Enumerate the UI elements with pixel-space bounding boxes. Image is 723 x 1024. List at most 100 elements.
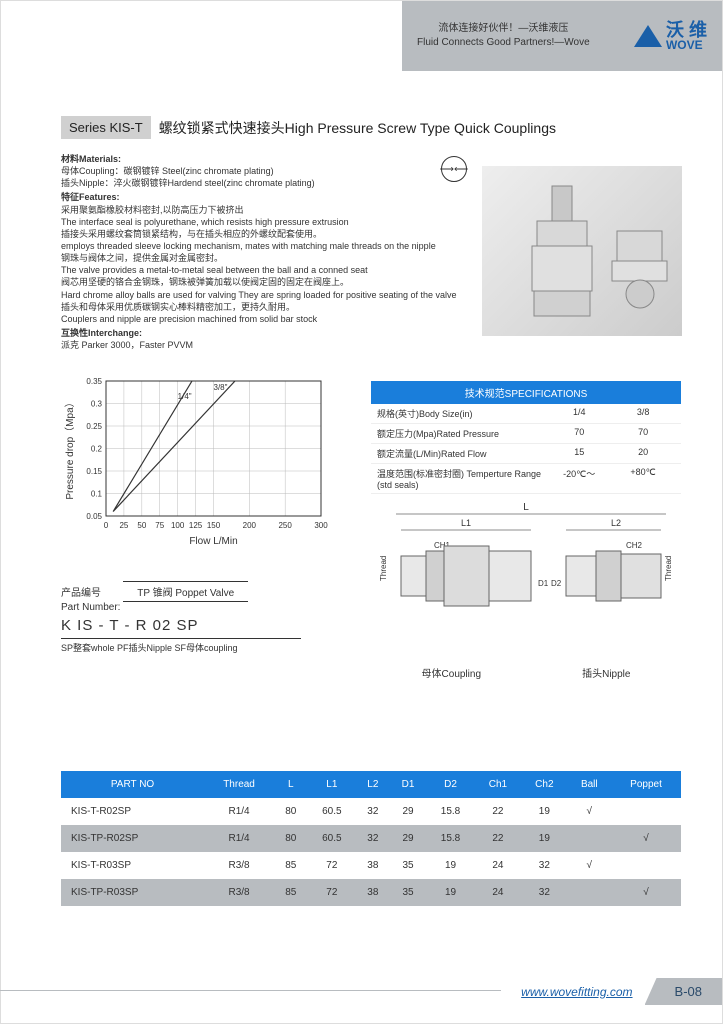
technical-drawing: L L1 L2 CH1 CH2 Thread Thread D1 D2 <box>371 491 681 661</box>
spec-row: 规格(英寸)Body Size(in) 1/4 3/8 <box>371 404 681 424</box>
table-cell: 32 <box>521 852 567 879</box>
table-cell: 80 <box>274 825 308 852</box>
feature-line: 钢珠与阀体之间，提供金属对金属密封。 <box>61 252 461 264</box>
interchange-header: 互换性Interchange: <box>61 327 461 339</box>
table-cell: 22 <box>475 798 521 825</box>
features-header: 特征Features: <box>61 191 461 203</box>
svg-text:D1: D1 <box>538 579 549 588</box>
table-header: L1 <box>308 771 356 798</box>
partnum-label-en: Part Number: <box>61 602 301 613</box>
table-cell: KIS-TP-R02SP <box>61 825 204 852</box>
spec-row: 额定流量(L/Min)Rated Flow 15 20 <box>371 444 681 464</box>
table-cell <box>568 825 611 852</box>
feature-line: 插接头采用螺纹套筒锁紧结构，与在插头相应的外螺纹配套使用。 <box>61 228 461 240</box>
svg-text:L1: L1 <box>461 518 471 528</box>
svg-text:0.3: 0.3 <box>91 400 103 409</box>
table-header: Ball <box>568 771 611 798</box>
feature-line: employs threaded sleeve locking mechanis… <box>61 240 461 252</box>
spec-value: 1/4 <box>547 407 611 420</box>
svg-text:Thread: Thread <box>379 556 388 581</box>
svg-text:1/4": 1/4" <box>178 392 192 401</box>
table-cell: R1/4 <box>204 798 274 825</box>
table-cell: 24 <box>475 852 521 879</box>
slogan-en: Fluid Connects Good Partners!—Wove <box>417 36 590 50</box>
pressure-flow-chart: 0.050.10.150.20.250.30.35025507510012515… <box>61 371 331 546</box>
dimensions-table: PART NOThreadLL1L2D1D2Ch1Ch2BallPoppet K… <box>61 771 681 906</box>
partnum-box: TP 锥阀 Poppet Valve <box>123 581 248 602</box>
footer-url[interactable]: www.wovefitting.com <box>521 985 632 999</box>
svg-text:Thread: Thread <box>664 556 673 581</box>
table-cell: 15.8 <box>426 798 474 825</box>
svg-text:25: 25 <box>119 521 128 530</box>
table-cell: 85 <box>274 879 308 906</box>
spec-value: 70 <box>547 427 611 440</box>
feature-line: The valve provides a metal-to-metal seal… <box>61 264 461 276</box>
svg-text:150: 150 <box>207 521 221 530</box>
table-cell: √ <box>568 852 611 879</box>
table-cell: 72 <box>308 879 356 906</box>
partnum-legend: SP整套whole PF插头Nipple SF母体coupling <box>61 641 301 654</box>
footer: www.wovefitting.com B-08 <box>521 978 722 1005</box>
logo-en: WOVE <box>666 39 707 51</box>
svg-text:CH2: CH2 <box>626 541 643 550</box>
spec-value: 3/8 <box>611 407 675 420</box>
svg-text:300: 300 <box>314 521 328 530</box>
tech-drawing-svg: L L1 L2 CH1 CH2 Thread Thread D1 D2 <box>376 496 676 656</box>
part-number-block: 产品编号 TP 锥阀 Poppet Valve Part Number: K I… <box>61 581 301 654</box>
table-header: Poppet <box>611 771 681 798</box>
table-cell: 24 <box>475 879 521 906</box>
materials-line: 母体Coupling：碳钢镀锌 Steel(zinc chromate plat… <box>61 165 461 177</box>
logo-text: 沃 维 WOVE <box>666 21 707 51</box>
svg-text:100: 100 <box>171 521 185 530</box>
svg-text:50: 50 <box>137 521 146 530</box>
feature-line: 阀芯用坚硬的铬合金钢珠，钢珠被弹簧加载以使阀定固的固定在阀座上。 <box>61 276 461 288</box>
logo-cn: 沃 维 <box>666 21 707 39</box>
slogan-cn: 流体连接好伙伴！—沃维液压 <box>417 22 590 36</box>
svg-text:L2: L2 <box>611 518 621 528</box>
product-photo <box>482 166 682 336</box>
footer-rule <box>0 990 501 991</box>
spec-value: -20℃～ <box>547 467 611 490</box>
feature-line: The interface seal is polyurethane, whic… <box>61 216 461 228</box>
table-cell: 22 <box>475 825 521 852</box>
table-header: PART NO <box>61 771 204 798</box>
header-slogan: 流体连接好伙伴！—沃维液压 Fluid Connects Good Partne… <box>417 22 590 50</box>
svg-text:Pressure drop（Mpa）: Pressure drop（Mpa） <box>64 397 76 499</box>
table-cell: KIS-TP-R03SP <box>61 879 204 906</box>
table-header: D1 <box>390 771 427 798</box>
svg-text:0.1: 0.1 <box>91 490 103 499</box>
table-header: Ch1 <box>475 771 521 798</box>
svg-text:0.15: 0.15 <box>86 467 102 476</box>
spec-label: 温度范围(标准密封圈) Temperture Range (std seals) <box>377 467 547 490</box>
svg-text:0.35: 0.35 <box>86 377 102 386</box>
table-cell: 38 <box>356 879 390 906</box>
spec-label: 规格(英寸)Body Size(in) <box>377 407 547 420</box>
svg-text:200: 200 <box>243 521 257 530</box>
materials-header: 材料Materials: <box>61 153 461 165</box>
logo-triangle-icon <box>634 25 662 47</box>
spec-title: 技术规范SPECIFICATIONS <box>371 381 681 404</box>
table-cell: 85 <box>274 852 308 879</box>
svg-text:Flow L/Min: Flow L/Min <box>189 536 237 546</box>
page-number-badge: B-08 <box>645 978 722 1005</box>
table-cell: R3/8 <box>204 879 274 906</box>
table-cell: √ <box>611 879 681 906</box>
table-cell: 15.8 <box>426 825 474 852</box>
coupling-photo-placeholder <box>492 176 672 326</box>
svg-text:D2: D2 <box>551 579 562 588</box>
table-cell: 38 <box>356 852 390 879</box>
table-cell: 19 <box>426 852 474 879</box>
title-row: Series KIS-T 螺纹锁紧式快速接头High Pressure Scre… <box>61 116 682 139</box>
table-cell: 35 <box>390 879 427 906</box>
svg-text:0: 0 <box>104 521 109 530</box>
spec-table: 技术规范SPECIFICATIONS 规格(英寸)Body Size(in) 1… <box>371 381 681 494</box>
spec-row: 额定压力(Mpa)Rated Pressure 70 70 <box>371 424 681 444</box>
partnum-label-cn: 产品编号 <box>61 588 101 599</box>
materials-line: 插头Nipple：淬火碳钢镀锌Hardend steel(zinc chroma… <box>61 177 461 189</box>
coupling-label: 母体Coupling <box>422 665 481 680</box>
table-cell: 32 <box>356 825 390 852</box>
table-header: Thread <box>204 771 274 798</box>
spec-label: 额定流量(L/Min)Rated Flow <box>377 447 547 460</box>
table-cell: KIS-T-R02SP <box>61 798 204 825</box>
table-cell: R1/4 <box>204 825 274 852</box>
